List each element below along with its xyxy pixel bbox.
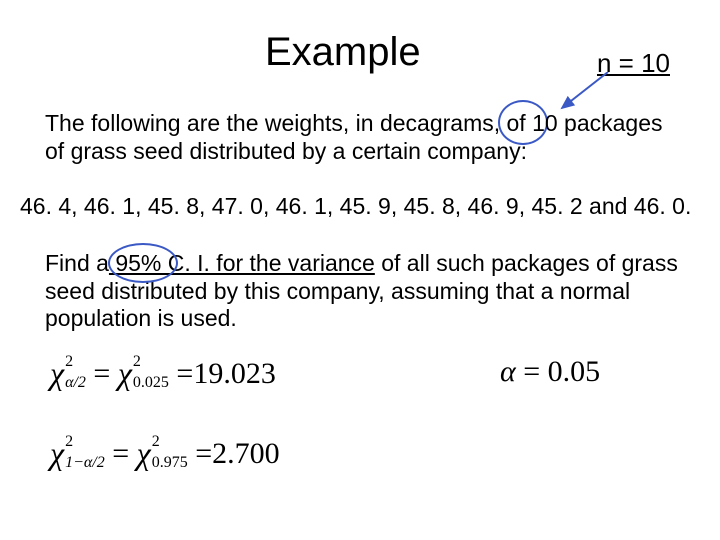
data-values-line: 46. 4, 46. 1, 45. 8, 47. 0, 46. 1, 45. 9… bbox=[20, 193, 710, 220]
problem-paragraph-1: The following are the weights, in decagr… bbox=[45, 110, 675, 165]
para2-pre: Find a bbox=[45, 250, 109, 276]
equation-chi-lower: χ21−α/2 = χ20.975 = 2.700 bbox=[50, 435, 690, 472]
equation-alpha: α = 0.05 bbox=[500, 355, 600, 389]
circle-around-95pct bbox=[108, 243, 178, 283]
arrow-n-to-10 bbox=[560, 72, 620, 114]
slide-title: Example bbox=[265, 30, 421, 75]
